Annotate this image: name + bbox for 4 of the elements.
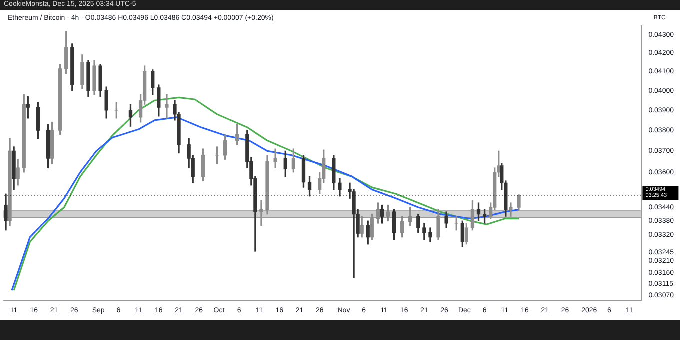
candlestick (260, 200, 264, 226)
candlestick (509, 202, 513, 217)
candlestick (165, 94, 169, 119)
candlestick (274, 148, 278, 168)
